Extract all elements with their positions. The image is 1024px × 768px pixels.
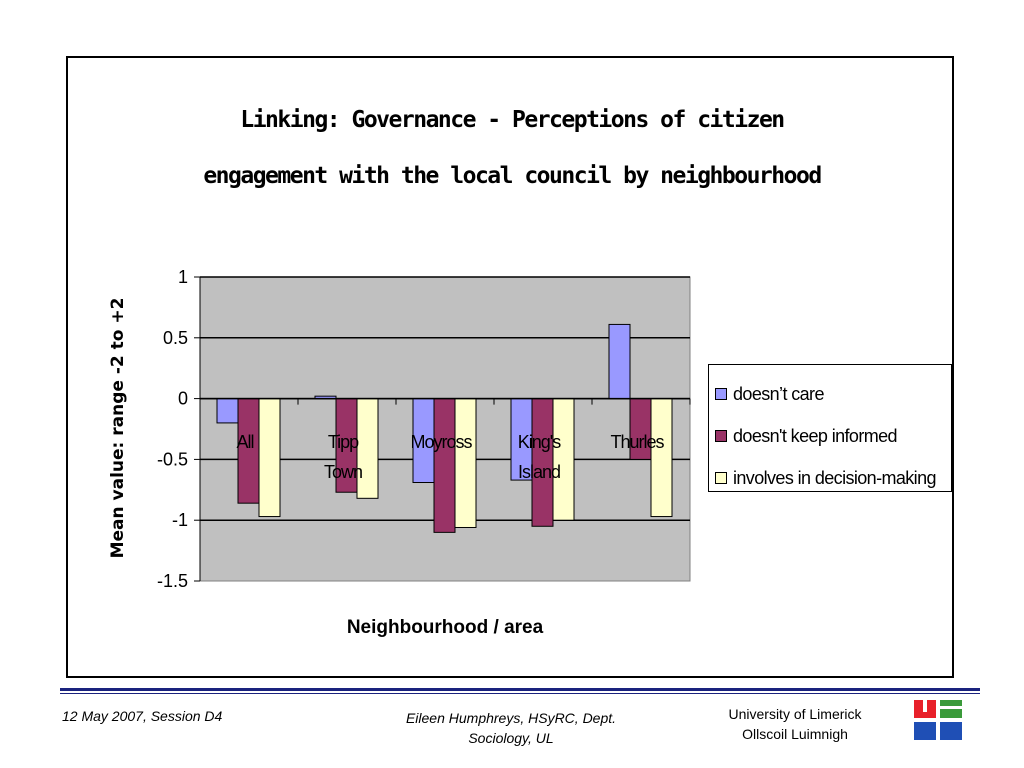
bar [608,323,631,400]
x-category-label: King's [518,432,561,452]
x-axis-label: Neighbourhood / area [346,617,544,638]
bar [433,398,456,533]
x-category-label: Tipp [328,432,359,452]
footer-university-line-2: Ollscoil Luimnigh [742,726,848,742]
legend-item-doesnt-keep-informed: doesn't keep informed [709,415,951,457]
university-logo [914,700,962,740]
legend-item-doesnt-care: doesn’t care [709,373,951,415]
x-category-label: Thurles [610,432,664,452]
logo-blue-right [940,722,962,740]
bar [356,398,379,499]
legend-label: doesn’t care [733,383,824,404]
footer-rule [60,688,980,691]
legend-swatch [715,388,727,400]
legend-item-involves-in-decision-making: involves in decision-making [709,457,951,499]
footer-author: Eileen Humphreys, HSyRC, Dept. Sociology… [380,708,642,748]
logo-green-bottom [940,709,962,718]
footer-university: University of Limerick Ollscoil Luimnigh [700,704,890,744]
y-tick-label: 0 [178,389,188,409]
footer-author-line-2: Sociology, UL [468,730,554,746]
y-axis-label: Mean value: range -2 to +2 [108,297,128,559]
x-category-label: Moyross [410,432,472,452]
legend-label: doesn't keep informed [733,425,898,446]
bar [454,398,477,528]
logo-u-gap [923,700,927,712]
chart-title-line-1: Linking: Governance - Perceptions of cit… [240,107,785,133]
chart-title-line-2: engagement with the local council by nei… [203,163,822,189]
legend-swatch [715,430,727,442]
y-tick-label: -1 [172,510,188,530]
bar [552,398,575,521]
legend-swatch [715,472,727,484]
logo-green-top [940,700,962,706]
legend: doesn’t care doesn't keep informed invol… [708,364,952,492]
footer-university-line-1: University of Limerick [728,706,862,722]
footer-author-line-1: Eileen Humphreys, HSyRC, Dept. [405,710,617,726]
chart-title: Linking: Governance - Perceptions of cit… [68,92,956,204]
x-category-label: Island [518,462,560,482]
bar [216,398,239,424]
bar [258,398,281,518]
x-category-label: All [236,432,253,452]
bar [650,398,673,518]
y-tick-label: -1.5 [157,571,188,591]
y-tick-label: 1 [178,267,188,287]
footer-rule-thin [60,693,980,694]
logo-blue-left [914,722,936,740]
x-category-label: Town [324,462,362,482]
legend-label: involves in decision-making [733,467,937,488]
y-tick-label: 0.5 [163,328,188,348]
footer-date-session: 12 May 2007, Session D4 [62,708,223,724]
y-tick-label: -0.5 [157,449,188,469]
